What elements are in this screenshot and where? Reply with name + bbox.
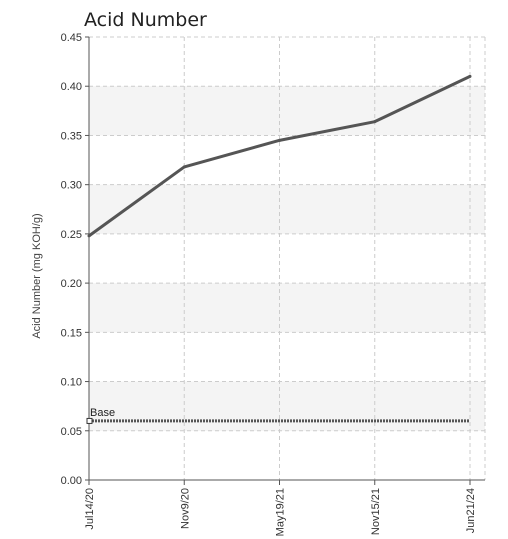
base-reference: Base [86, 407, 470, 424]
base-reference-marker [86, 417, 93, 424]
background-band [89, 184, 485, 234]
data-point [373, 120, 377, 124]
x-tick-label: Nov15/21 [370, 488, 382, 535]
chart-title: Acid Number [84, 9, 207, 31]
data-point [468, 74, 472, 78]
data-point [278, 138, 281, 142]
background-band [89, 86, 485, 136]
base-reference-label: Base [90, 407, 115, 419]
y-tick-label: 0.30 [61, 180, 82, 192]
y-tick-label: 0.00 [61, 475, 82, 487]
x-tick-label: Jul14/20 [84, 488, 96, 530]
x-tick-label: Nov9/20 [179, 488, 191, 529]
y-ticks: 0.00 0.05 0.10 0.15 0.20 0.25 0.30 0.35 0.40 0.45 [61, 32, 89, 487]
series-group [87, 74, 472, 238]
y-tick-label: 0.15 [61, 327, 82, 339]
x-ticks: Jul14/20 Nov9/20 May19/21 Nov15/21 Jun21/24 [84, 480, 477, 536]
y-tick-label: 0.20 [61, 278, 82, 290]
data-point [87, 234, 91, 238]
y-tick-label: 0.45 [61, 32, 82, 44]
y-axis-title: Acid Number (mg KOH/g) [31, 213, 43, 338]
y-tick-label: 0.25 [61, 229, 82, 241]
grid-lines [89, 36, 486, 480]
x-tick-label: Jun21/24 [465, 488, 477, 533]
background-bands [89, 86, 485, 431]
y-tick-label: 0.10 [61, 377, 82, 389]
background-band [89, 381, 485, 431]
y-tick-label: 0.35 [61, 130, 82, 142]
y-tick-label: 0.40 [61, 81, 82, 93]
x-tick-label: May19/21 [275, 488, 287, 536]
y-tick-label: 0.05 [61, 426, 82, 438]
data-point [182, 165, 186, 169]
axes [88, 37, 485, 481]
background-band [89, 283, 485, 333]
